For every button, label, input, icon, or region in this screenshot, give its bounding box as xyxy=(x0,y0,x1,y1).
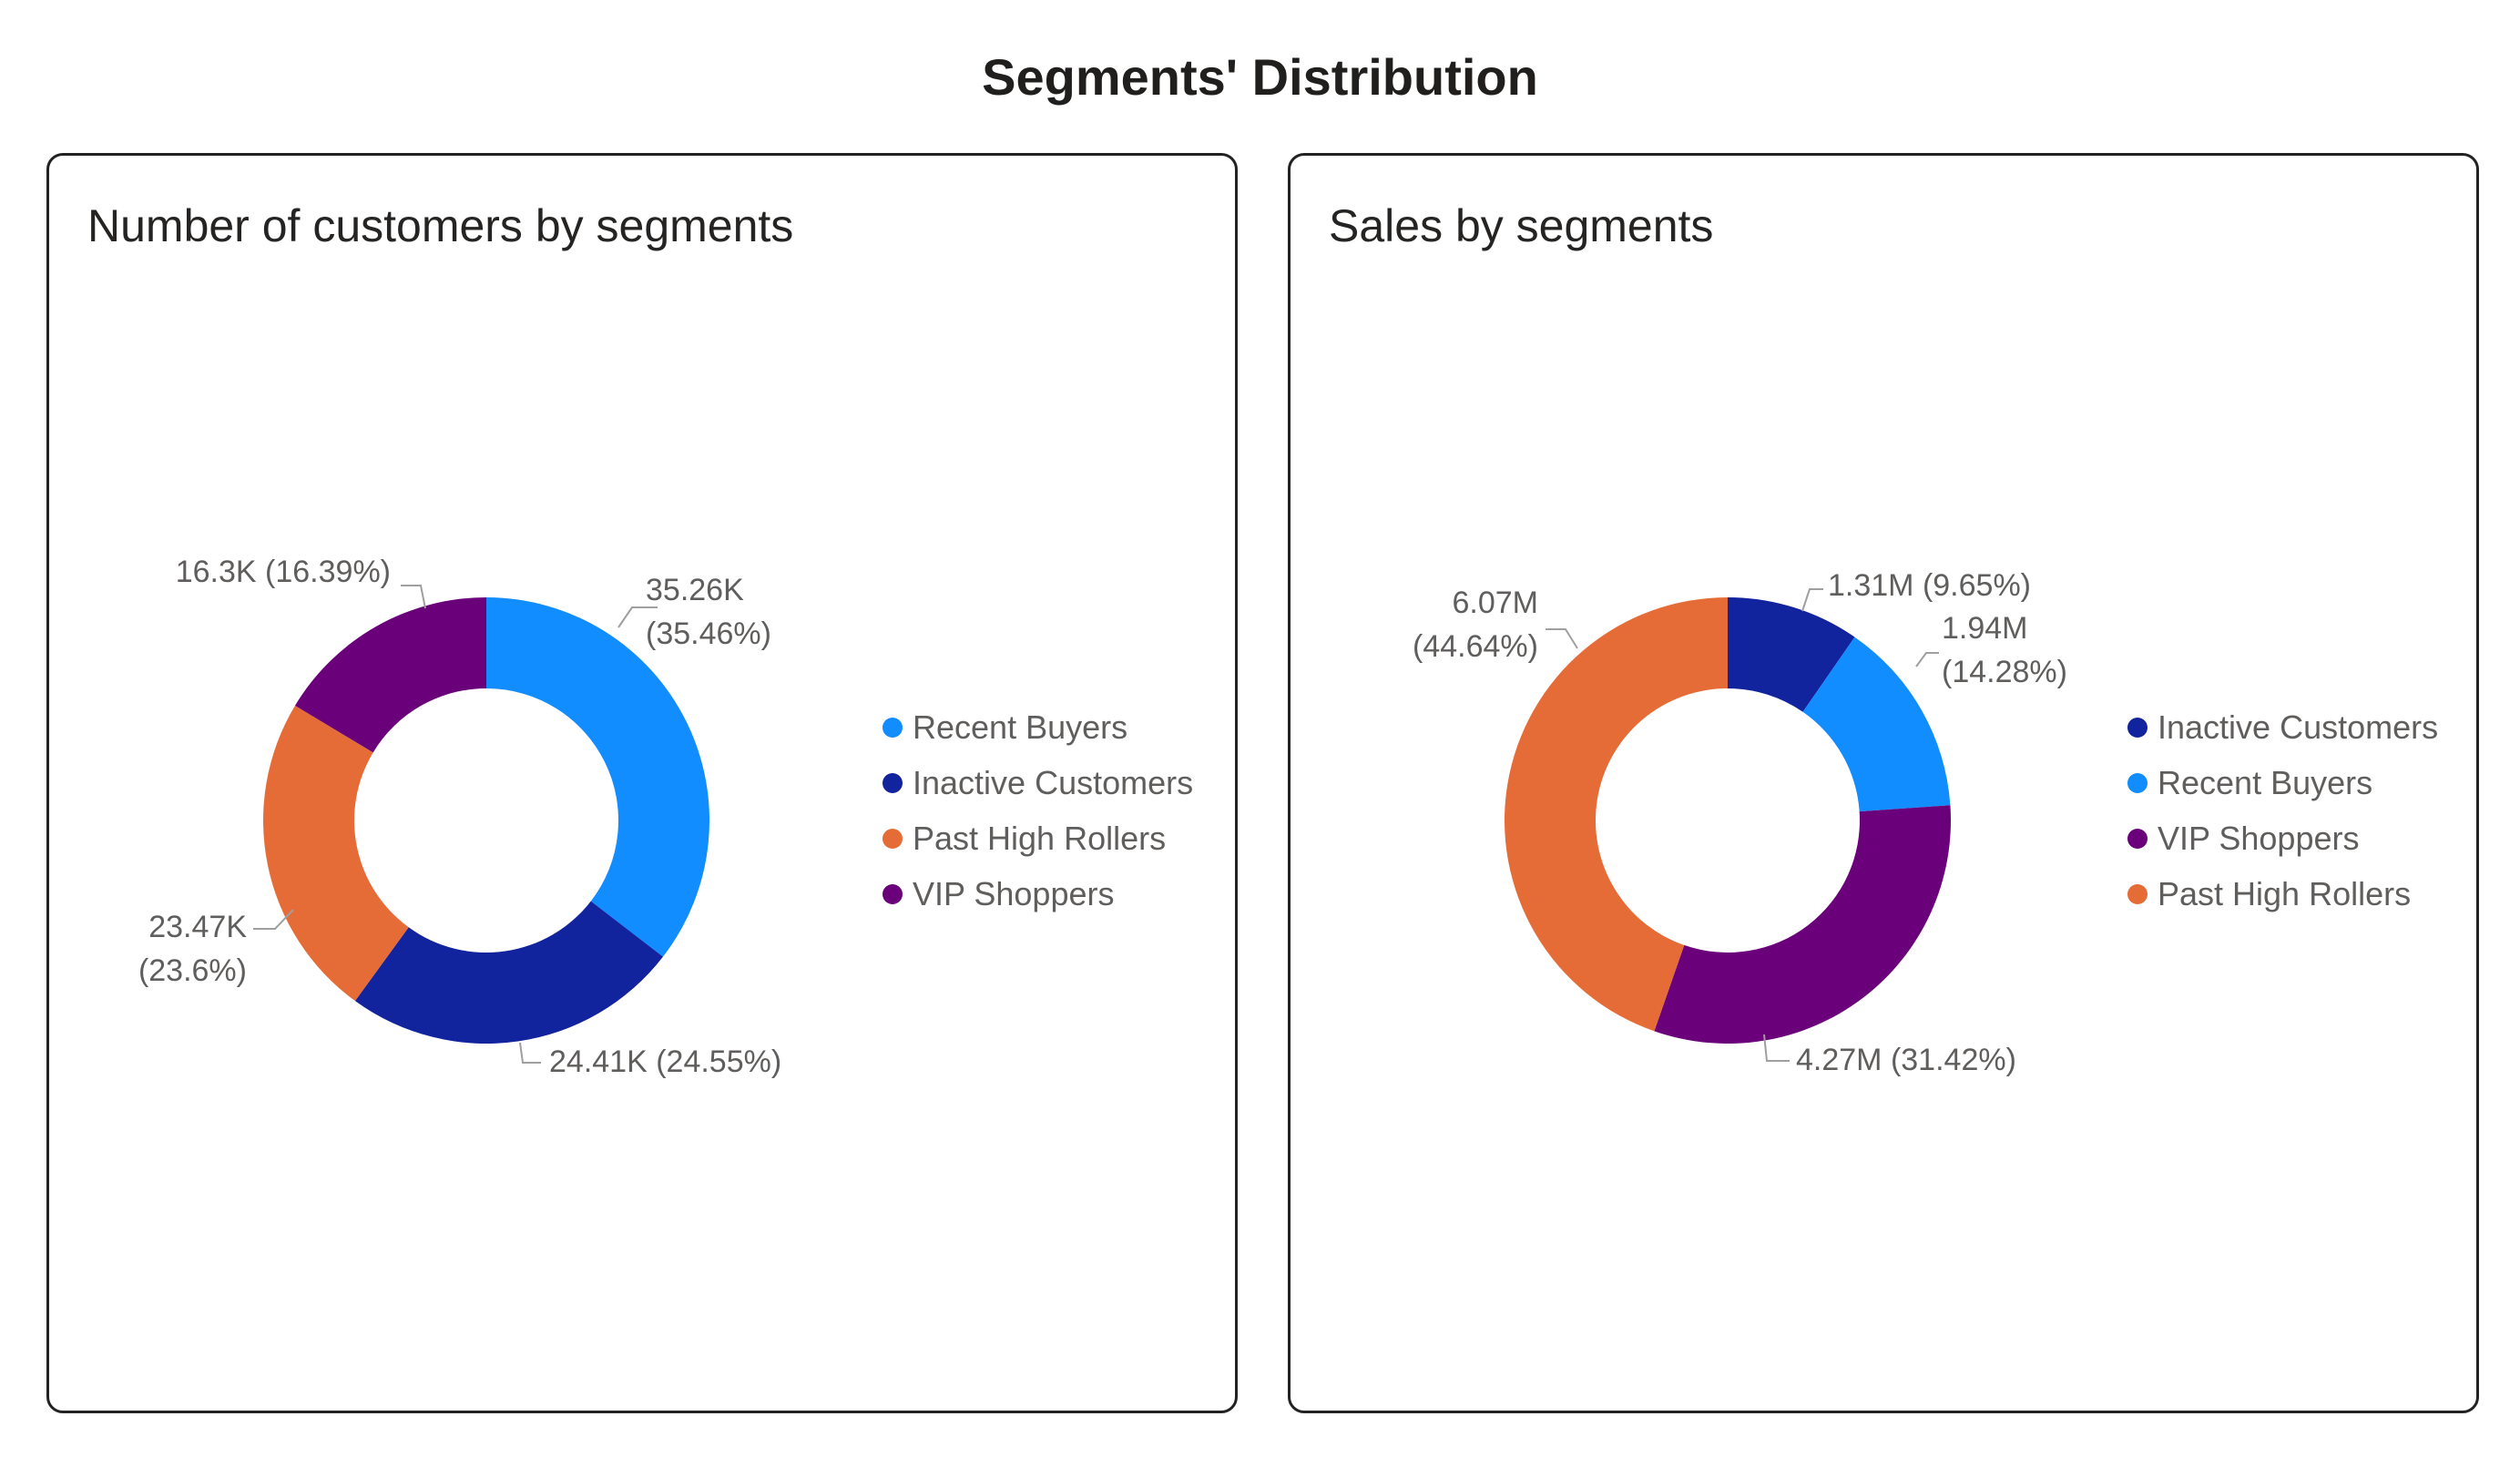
legend-label-past-high-rollers[interactable]: Past High Rollers xyxy=(913,820,1166,857)
legend-marker-recent-buyers[interactable] xyxy=(883,718,903,738)
sales-donut-chart: 1.31M (9.65%) Inactive Customers 1.94M (14.… xyxy=(1413,568,2438,1077)
legend-label-recent-buyers[interactable]: Recent Buyers xyxy=(913,708,1127,746)
donut-slice-vip-shoppers[interactable] xyxy=(294,597,486,753)
legend-label-inactive-customers[interactable]: Inactive Customers xyxy=(2158,708,2438,746)
label-leader-line xyxy=(401,585,426,609)
legend-marker-inactive-customers[interactable] xyxy=(2127,718,2148,738)
legend-marker-past-high-rollers[interactable] xyxy=(883,829,903,849)
label-leader-line xyxy=(617,606,658,628)
data-label-past-high-rollers: (23.6%) xyxy=(138,953,247,988)
legend-label-past-high-rollers[interactable]: Past High Rollers xyxy=(2158,875,2411,912)
data-label-recent-buyers: 1.94M xyxy=(1942,611,2028,646)
legend-label-inactive-customers[interactable]: Inactive Customers xyxy=(913,764,1193,801)
data-label-vip-shoppers: 4.27M (31.42%) xyxy=(1796,1043,2016,1077)
sales-chart-title: Sales by segments xyxy=(1329,200,1714,251)
donut-slice-past-high-rollers[interactable] xyxy=(1505,597,1728,1032)
data-label-recent-buyers: 35.26K xyxy=(646,573,744,607)
label-leader-line xyxy=(253,909,294,930)
sales-chart-panel[interactable]: Sales by segments 1.31M (9.65%) Inactive … xyxy=(1288,153,2479,1413)
data-label-past-high-rollers: 6.07M xyxy=(1453,586,1539,620)
data-label-recent-buyers: (35.46%) xyxy=(646,616,771,651)
customers-chart-title: Number of customers by segments xyxy=(87,200,794,251)
donut-slice-recent-buyers[interactable] xyxy=(1802,637,1951,812)
data-label-inactive-customers: 1.31M (9.65%) xyxy=(1828,568,2031,603)
data-label-recent-buyers: (14.28%) xyxy=(1942,655,2067,689)
data-label-past-high-rollers: 23.47K xyxy=(148,910,247,944)
label-leader-line xyxy=(1801,588,1823,612)
legend-label-vip-shoppers[interactable]: VIP Shoppers xyxy=(2158,820,2359,857)
data-label-vip-shoppers: 16.3K (16.39%) xyxy=(176,555,391,589)
data-label-past-high-rollers: (44.64%) xyxy=(1413,629,1538,664)
label-leader-line xyxy=(1915,652,1939,667)
donut-slice-inactive-customers[interactable] xyxy=(354,901,663,1044)
donut-slice-inactive-customers[interactable] xyxy=(1728,597,1855,712)
donut-slice-recent-buyers[interactable] xyxy=(486,597,709,957)
donut-slice-past-high-rollers[interactable] xyxy=(263,705,409,1002)
label-leader-line xyxy=(1763,1034,1790,1062)
legend-label-recent-buyers[interactable]: Recent Buyers xyxy=(2158,764,2372,801)
page-title: Segments' Distribution xyxy=(982,48,1538,106)
legend-marker-vip-shoppers[interactable] xyxy=(883,884,903,904)
donut-slice-vip-shoppers[interactable] xyxy=(1654,805,1951,1044)
legend-marker-vip-shoppers[interactable] xyxy=(2127,829,2148,849)
legend-label-vip-shoppers[interactable]: VIP Shoppers xyxy=(913,875,1114,912)
customers-chart-panel[interactable]: Number of customers by segments 35.26K (3… xyxy=(46,153,1238,1413)
label-leader-line xyxy=(519,1042,541,1064)
legend-marker-recent-buyers[interactable] xyxy=(2127,773,2148,793)
legend-marker-inactive-customers[interactable] xyxy=(883,773,903,793)
label-leader-line xyxy=(1546,628,1578,649)
customers-donut-chart: 35.26K (35.46%) Recent Buyers 24.41K (24.55… xyxy=(138,555,1193,1079)
data-label-inactive-customers: 24.41K (24.55%) xyxy=(549,1044,781,1079)
legend-marker-past-high-rollers[interactable] xyxy=(2127,884,2148,904)
